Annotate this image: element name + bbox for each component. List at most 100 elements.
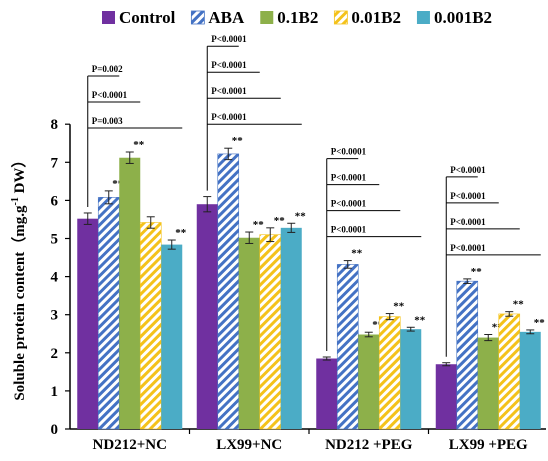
bar-0-001b2 xyxy=(280,227,302,429)
bar-0-01b2 xyxy=(259,234,282,430)
pvalue-label: P<0.0001 xyxy=(92,90,128,100)
y-tick-label: 5 xyxy=(51,232,59,248)
error-bar xyxy=(343,260,352,269)
legend-label: Control xyxy=(119,8,176,27)
pvalue-label: P<0.0001 xyxy=(331,225,367,235)
error-bar xyxy=(364,331,373,338)
y-axis-label: Soluble protein content（mg.g-1 DW） xyxy=(10,153,28,401)
error-bar xyxy=(505,311,514,317)
legend-item: 0.1B2 xyxy=(260,8,318,27)
legend-swatch xyxy=(190,10,205,25)
legend-swatch xyxy=(260,11,274,24)
error-bar xyxy=(463,278,472,284)
bar-0-001b2 xyxy=(161,244,183,429)
bar-aba xyxy=(217,153,240,430)
significance-label: ** xyxy=(492,322,504,334)
bar-0-1b2 xyxy=(358,334,380,429)
error-bar xyxy=(125,151,134,164)
y-tick-label: 3 xyxy=(51,308,59,324)
pvalue-label: P<0.0001 xyxy=(450,165,486,175)
error-bar xyxy=(203,196,212,213)
y-tick-label: 7 xyxy=(51,155,59,171)
bar-control xyxy=(435,364,457,429)
legend-label: 0.1B2 xyxy=(277,8,318,27)
y-tick-label: 0 xyxy=(51,422,59,438)
bar-control xyxy=(196,204,218,429)
legend-label: 0.001B2 xyxy=(434,8,492,27)
legend-item: 0.001B2 xyxy=(416,8,492,27)
significance-label: ** xyxy=(175,227,187,239)
significance-label: ** xyxy=(133,139,145,151)
bar-0-01b2 xyxy=(498,313,521,430)
pvalue-label: P<0.0001 xyxy=(450,191,486,201)
bar-control xyxy=(77,218,99,429)
error-bar xyxy=(266,227,275,243)
y-tick-label: 6 xyxy=(51,193,59,209)
legend-item: ABA xyxy=(190,8,245,27)
error-bar xyxy=(245,231,254,244)
error-bar xyxy=(385,313,394,321)
error-bar xyxy=(146,216,155,229)
bar-aba xyxy=(97,197,120,430)
bar-0-1b2 xyxy=(477,337,499,429)
pvalue-label: P<0.0001 xyxy=(211,86,247,96)
legend-swatch xyxy=(102,11,115,24)
pvalue-label: P<0.0001 xyxy=(331,147,367,157)
pvalue-label: P=0.002 xyxy=(92,64,123,74)
significance-label: ** xyxy=(513,299,525,311)
bar-control xyxy=(316,358,338,429)
significance-label: ** xyxy=(232,135,244,147)
legend-label: ABA xyxy=(208,8,245,27)
pvalue-bracket-group: P<0.0001 P<0.0001 P<0.0001 P<0.0001 xyxy=(326,147,422,351)
legend-item: Control xyxy=(102,8,176,27)
legend-label: 0.01B2 xyxy=(351,8,401,27)
y-axis-title: Soluble protein content（mg.g-1 DW） xyxy=(10,153,28,401)
bar-0-01b2 xyxy=(378,316,401,430)
y-tick-label: 1 xyxy=(51,384,59,400)
error-bar xyxy=(406,326,415,332)
pvalue-label: P<0.0001 xyxy=(211,34,247,44)
error-bar xyxy=(224,147,233,161)
pvalue-bracket-group: P<0.0001 P<0.0001 P<0.0001 P<0.0001 xyxy=(445,165,541,357)
significance-label: ** xyxy=(112,178,124,190)
significance-label: ** xyxy=(393,301,405,313)
plot-area: 0 1 2 3 4 5 6 7 8 ND212+NC ** ** ** LX99+NC ** ** ** ** ND… xyxy=(51,34,546,453)
y-tick-label: 4 xyxy=(51,270,59,286)
bar-0-1b2 xyxy=(119,157,141,429)
pvalue-label: P=0.003 xyxy=(92,116,123,126)
legend-swatch xyxy=(333,10,348,25)
error-bar xyxy=(287,222,296,233)
pvalue-label: P<0.0001 xyxy=(450,217,486,227)
x-category-label: ND212+NC xyxy=(93,437,167,453)
pvalue-bracket-group: P=0.002 P<0.0001 P=0.003 xyxy=(87,64,183,207)
significance-label: ** xyxy=(295,210,307,222)
error-bar xyxy=(83,212,92,225)
bar-0-01b2 xyxy=(139,222,162,430)
error-bar xyxy=(322,356,331,361)
legend-swatch xyxy=(416,11,430,24)
pvalue-label: P<0.0001 xyxy=(211,60,247,70)
pvalue-label: P<0.0001 xyxy=(331,173,367,183)
y-tick-label: 8 xyxy=(51,117,59,133)
significance-label: ** xyxy=(274,215,286,227)
legend: Control ABA 0.1B2 0.01B2 0.001B2 xyxy=(102,8,492,27)
bar-0-001b2 xyxy=(400,329,422,429)
x-category-label: ND212 +PEG xyxy=(325,437,413,453)
error-bar xyxy=(526,329,535,335)
error-bar xyxy=(442,362,451,367)
bar-0-1b2 xyxy=(238,237,260,429)
error-bar xyxy=(104,190,113,205)
significance-label: ** xyxy=(351,248,363,260)
pvalue-label: P<0.0001 xyxy=(331,199,367,209)
significance-label: ** xyxy=(253,219,265,231)
bar-0-001b2 xyxy=(519,331,541,429)
x-category-label: LX99 +PEG xyxy=(449,437,528,453)
significance-label: ** xyxy=(372,319,384,331)
pvalue-label: P<0.0001 xyxy=(211,112,247,122)
legend-item: 0.01B2 xyxy=(333,8,401,27)
y-tick-label: 2 xyxy=(51,346,59,362)
x-category-label: LX99+NC xyxy=(216,437,282,453)
significance-label: ** xyxy=(471,266,483,278)
